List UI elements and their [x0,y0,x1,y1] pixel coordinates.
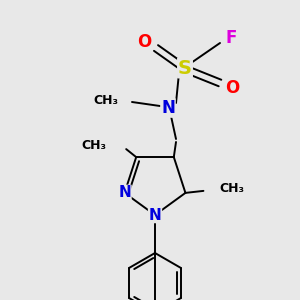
Text: O: O [137,33,151,51]
Text: CH₃: CH₃ [81,139,106,152]
Text: F: F [225,29,237,47]
Text: S: S [178,58,192,77]
Text: O: O [225,79,239,97]
Text: N: N [118,185,131,200]
Text: N: N [161,99,175,117]
Text: CH₃: CH₃ [219,182,244,195]
Text: N: N [148,208,161,223]
Text: CH₃: CH₃ [93,94,118,106]
